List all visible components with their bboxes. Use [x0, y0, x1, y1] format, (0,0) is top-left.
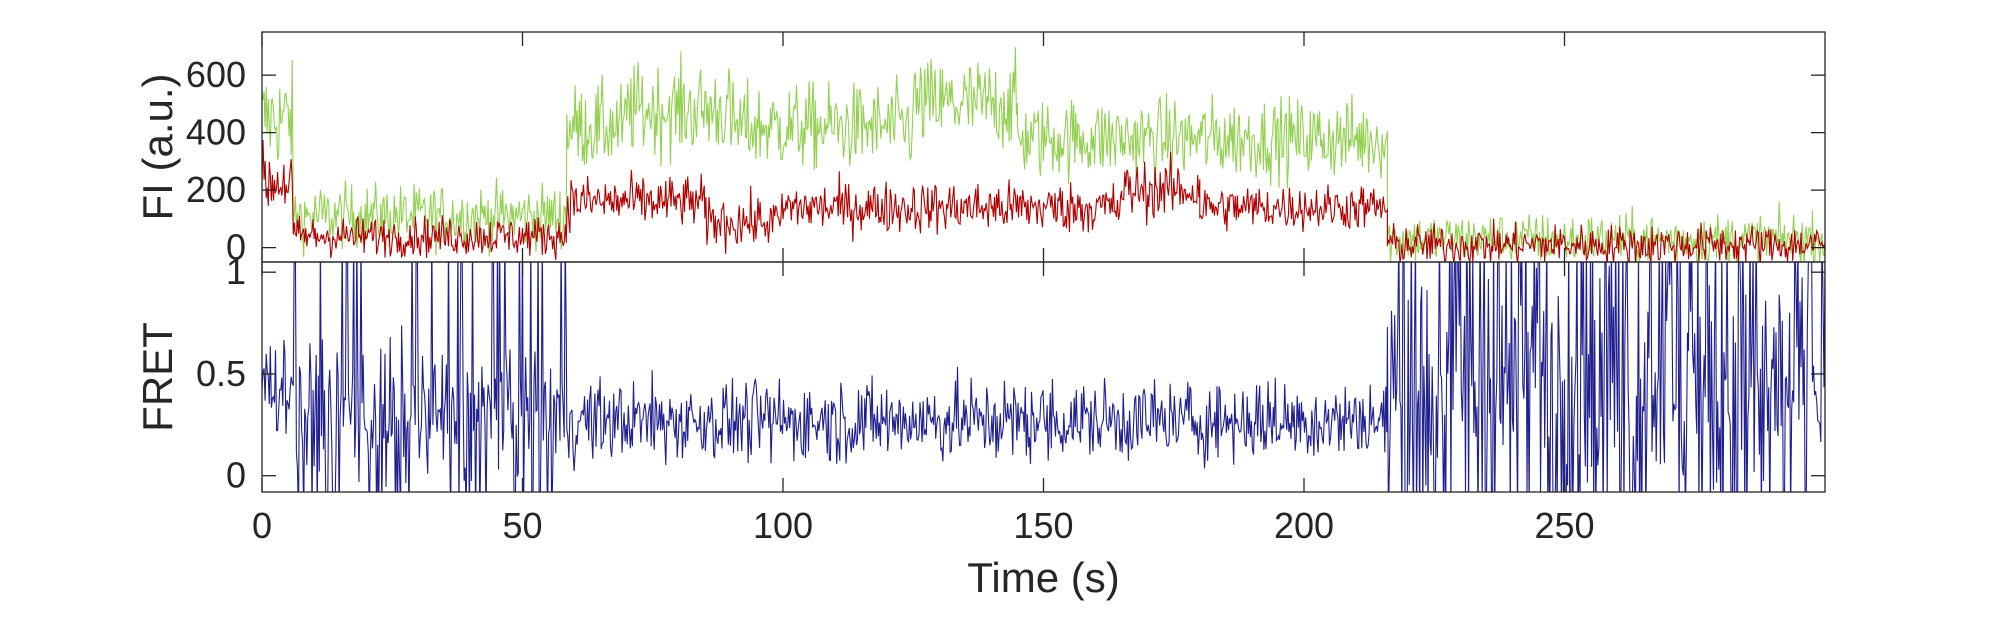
x-tick-label: 200	[1274, 505, 1334, 546]
trace-line-primary	[262, 262, 1825, 492]
traces	[262, 47, 1825, 262]
y-tick-label: 0	[226, 455, 246, 496]
x-axis-title: Time (s)	[967, 554, 1119, 601]
x-tick-label: 50	[502, 505, 542, 546]
y-tick-label: 600	[186, 54, 246, 95]
trace-line-primary	[262, 47, 1825, 262]
y-tick-label: 200	[186, 169, 246, 210]
y-tick-label: 1	[226, 251, 246, 292]
x-tick-label: 250	[1534, 505, 1594, 546]
y-tick-label: 400	[186, 112, 246, 153]
traces	[262, 262, 1825, 492]
x-tick-label: 0	[252, 505, 272, 546]
y-tick-label: 0	[226, 227, 246, 268]
trace-line-secondary	[262, 140, 1825, 262]
y-tick-label: 0.5	[196, 353, 246, 394]
y-axis-title: FRET	[134, 322, 181, 432]
fret-panel: 0 0.5 1 0 50 100 150 200 250 FRET Time (s)	[134, 251, 1826, 601]
x-tick-label: 100	[753, 505, 813, 546]
y-axis-title: FI (a.u.)	[134, 73, 181, 220]
x-tick-label: 150	[1013, 505, 1073, 546]
